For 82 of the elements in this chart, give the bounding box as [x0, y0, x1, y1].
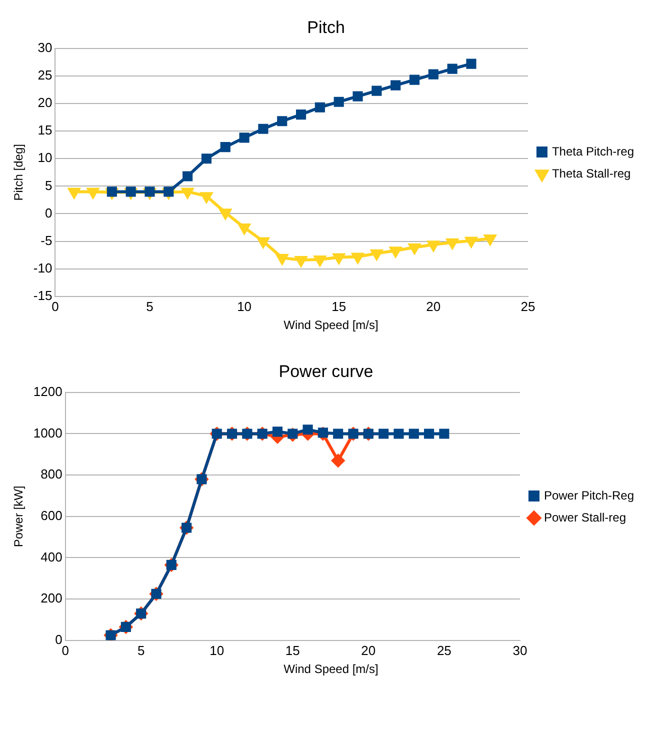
point	[446, 238, 458, 249]
legend-label: Theta Pitch-reg	[552, 144, 634, 158]
y-tick-label: -10	[33, 260, 52, 276]
y-tick-label: 800	[40, 466, 62, 482]
point	[258, 124, 268, 134]
chart-title: Pitch	[307, 18, 345, 37]
y-tick-label: -15	[33, 288, 52, 303]
y-tick-label: 20	[38, 95, 52, 110]
x-axis-title: Wind Speed [m/s]	[282, 662, 380, 676]
point	[314, 102, 325, 112]
y-axis-title: Power [kW]	[12, 486, 26, 548]
point	[372, 86, 382, 96]
point	[409, 74, 420, 85]
point	[424, 428, 434, 439]
point	[390, 80, 401, 90]
point	[466, 58, 476, 69]
point	[239, 132, 250, 143]
x-tick-label: 30	[512, 642, 528, 658]
x-tick-label: 5	[137, 642, 145, 658]
y-tick-label: 30	[38, 40, 52, 55]
x-tick-label: 5	[146, 298, 154, 314]
x-tick-label: 20	[361, 642, 376, 658]
x-axis-title: Wind Speed [m/s]	[282, 318, 380, 332]
point	[333, 428, 344, 439]
point	[182, 188, 194, 198]
point	[334, 96, 344, 107]
point	[182, 171, 193, 182]
point	[314, 255, 326, 266]
x-tick-label: 15	[285, 642, 300, 658]
point	[87, 188, 99, 198]
point	[352, 91, 363, 102]
point	[394, 428, 404, 439]
point	[465, 236, 478, 248]
point	[428, 69, 438, 80]
y-tick-label: 1200	[33, 384, 62, 399]
point	[484, 234, 496, 246]
point	[220, 142, 230, 152]
y-tick-label: 200	[40, 590, 62, 606]
point	[378, 428, 389, 439]
y-tick-label: 400	[40, 549, 62, 564]
point	[296, 110, 306, 120]
point	[332, 454, 345, 468]
point	[352, 252, 364, 264]
point	[200, 192, 212, 203]
point	[333, 253, 345, 264]
y-tick-label: 600	[40, 508, 62, 523]
legend-label: Power Pitch-Reg	[544, 488, 634, 502]
y-tick-label: 0	[44, 205, 52, 220]
x-tick-label: 10	[237, 298, 252, 314]
point	[302, 424, 313, 435]
y-tick-label: 10	[38, 150, 52, 166]
y-tick-label: -5	[40, 232, 52, 248]
point	[370, 249, 383, 260]
legend-label: Theta Stall-reg	[552, 166, 631, 180]
y-tick-label: 25	[38, 68, 52, 83]
chart-title: Power curve	[278, 362, 374, 381]
y-tick-label: 5	[44, 178, 52, 193]
point	[428, 240, 440, 252]
point	[68, 188, 80, 198]
y-tick-label: 1000	[33, 425, 62, 440]
point	[201, 154, 212, 164]
point	[272, 426, 283, 437]
x-tick-label: 25	[520, 298, 536, 314]
point	[220, 208, 232, 220]
point	[238, 224, 250, 234]
point	[447, 64, 458, 74]
point	[439, 428, 450, 439]
point	[277, 116, 288, 126]
point	[408, 243, 420, 254]
legend-label: Power Stall-reg	[544, 510, 626, 524]
x-tick-label: 10	[210, 642, 224, 658]
y-tick-label: 0	[55, 632, 62, 647]
x-tick-label: 15	[332, 298, 346, 314]
y-axis-title: Pitch [deg]	[12, 144, 26, 201]
y-tick-label: 15	[38, 122, 52, 138]
x-tick-label: 20	[426, 298, 441, 314]
point	[408, 428, 419, 439]
point	[390, 246, 402, 258]
x-tick-label: 25	[436, 642, 452, 658]
point	[295, 256, 307, 267]
point	[276, 254, 288, 264]
point	[257, 237, 270, 248]
